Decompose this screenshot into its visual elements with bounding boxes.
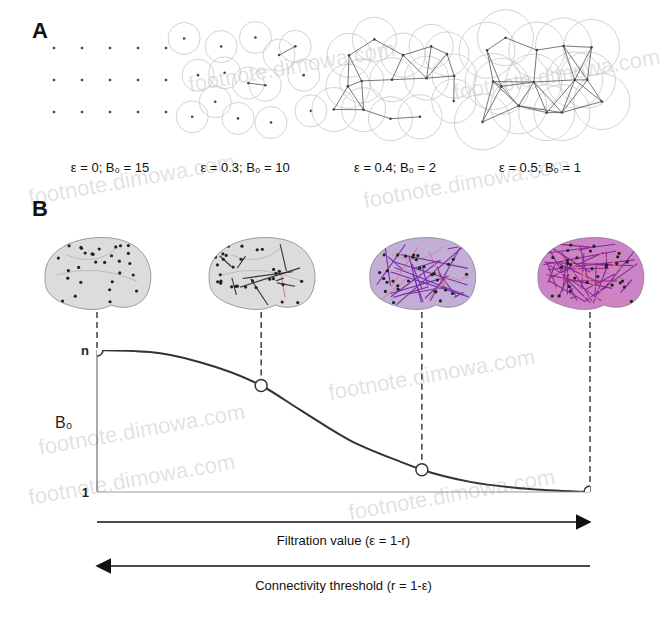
svg-text:footnote.dimowa.com: footnote.dimowa.com xyxy=(347,464,557,525)
svg-text:footnote.dimowa.com: footnote.dimowa.com xyxy=(452,44,662,105)
svg-text:ε = 0.4; B₀ = 2: ε = 0.4; B₀ = 2 xyxy=(354,160,436,175)
svg-text:Connectivity threshold (r = 1-: Connectivity threshold (r = 1-ε) xyxy=(255,578,432,593)
svg-text:B₀: B₀ xyxy=(55,414,72,431)
svg-text:n: n xyxy=(81,343,89,358)
svg-text:ε = 0; B₀ = 15: ε = 0; B₀ = 15 xyxy=(71,160,149,175)
svg-text:ε = 0.5; B₀ = 1: ε = 0.5; B₀ = 1 xyxy=(499,160,581,175)
svg-text:B: B xyxy=(32,196,48,221)
svg-text:ε = 0.3; B₀ = 10: ε = 0.3; B₀ = 10 xyxy=(200,160,289,175)
svg-text:A: A xyxy=(32,18,48,43)
svg-text:1: 1 xyxy=(82,485,89,500)
svg-text:Filtration value (ε = 1-r): Filtration value (ε = 1-r) xyxy=(277,533,410,548)
svg-text:footnote.dimowa.com: footnote.dimowa.com xyxy=(27,149,237,210)
svg-text:footnote.dimowa.com: footnote.dimowa.com xyxy=(327,344,537,405)
svg-text:footnote.dimowa.com: footnote.dimowa.com xyxy=(27,449,237,510)
svg-text:footnote.dimowa.com: footnote.dimowa.com xyxy=(37,399,247,460)
svg-text:footnote.dimowa.com: footnote.dimowa.com xyxy=(361,152,572,213)
svg-text:footnote.dimowa.com: footnote.dimowa.com xyxy=(186,36,397,97)
